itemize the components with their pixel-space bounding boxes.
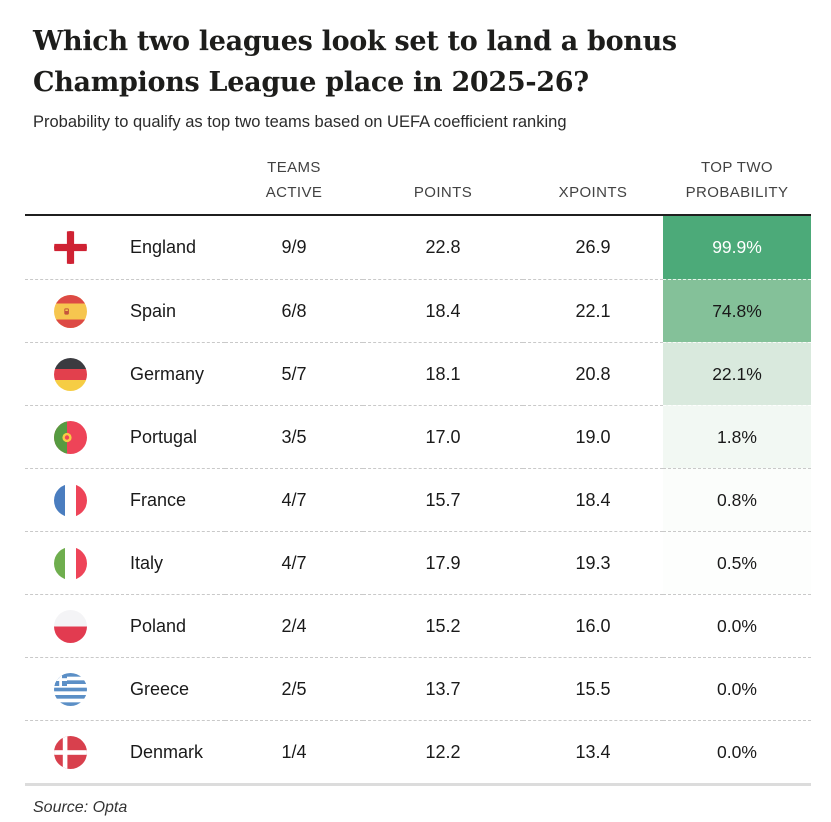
country-cell: France [25, 468, 225, 531]
table-body: England 9/9 22.8 26.9 99.9% Spain 6/8 18.4 22.1 7… [25, 216, 811, 787]
xpoints-cell: 19.3 [523, 531, 663, 594]
points-cell: 17.9 [363, 531, 523, 594]
teams-active-cell: 9/9 [281, 237, 307, 258]
points-cell: 22.8 [425, 237, 461, 258]
country-cell: Greece [25, 657, 225, 720]
column-header-teams-active: TEAMS ACTIVE [265, 159, 323, 202]
teams-active-cell: 2/5 [225, 657, 363, 720]
top-two-probability-cell: 0.8% [663, 468, 811, 532]
greece-flag-icon [54, 672, 87, 706]
points-cell: 15.2 [363, 594, 523, 657]
top-two-probability-cell: 0.0% [663, 594, 811, 658]
country-cell: Poland [25, 594, 225, 657]
top-two-probability-cell: 0.0% [663, 720, 811, 784]
points-cell: 15.7 [363, 468, 523, 531]
xpoints-cell: 18.4 [523, 468, 663, 531]
germany-flag-icon [54, 357, 87, 391]
country-cell: England [25, 216, 225, 279]
teams-active-cell: 1/4 [225, 720, 363, 783]
points-cell: 18.4 [363, 279, 523, 342]
xpoints-cell: 13.4 [523, 720, 663, 783]
points-cell: 12.2 [363, 720, 523, 783]
xpoints-cell: 20.8 [523, 342, 663, 405]
table-row: Poland 2/4 15.2 16.0 0.0% [25, 594, 811, 658]
poland-flag-icon [54, 609, 87, 643]
country-cell: Portugal [25, 405, 225, 468]
page-subtitle: Probability to qualify as top two teams … [33, 113, 567, 131]
table-row: Portugal 3/5 17.0 19.0 1.8% [25, 405, 811, 469]
table-header-row: TEAMS ACTIVE POINTS XPOINTS TOP TWO PROB… [25, 143, 811, 217]
france-flag-icon [54, 483, 87, 517]
top-two-probability-cell: 74.8% [663, 279, 811, 343]
page-title-line2: Champions League place in 2025-26? [33, 66, 589, 98]
xpoints-cell: 22.1 [523, 279, 663, 342]
league-table: TEAMS ACTIVE POINTS XPOINTS TOP TWO PROB… [25, 143, 811, 787]
country-cell: Germany [25, 342, 225, 405]
country-label: Denmark [130, 741, 204, 762]
teams-active-cell: 3/5 [225, 405, 363, 468]
country-cell: Spain [25, 279, 225, 342]
teams-active-cell: 4/7 [225, 531, 363, 594]
points-cell: 17.0 [363, 405, 523, 468]
table-row: Spain 6/8 18.4 22.1 74.8% [25, 279, 811, 343]
country-label: Germany [130, 363, 205, 384]
top-two-probability-cell: 22.1% [663, 342, 811, 406]
table-row: England 9/9 22.8 26.9 99.9% [25, 216, 811, 280]
teams-active-cell: 4/7 [225, 468, 363, 531]
column-header-points: POINTS [413, 184, 473, 202]
source-credit: Source: Opta [33, 799, 128, 817]
country-label: England [130, 237, 197, 258]
table-row: Germany 5/7 18.1 20.8 22.1% [25, 342, 811, 406]
top-two-probability-cell: 99.9% [663, 216, 811, 280]
top-two-probability-cell: 1.8% [663, 405, 811, 469]
country-cell: Italy [25, 531, 225, 594]
top-two-probability-cell: 0.5% [663, 531, 811, 595]
xpoints-cell: 19.0 [523, 405, 663, 468]
country-label: Italy [130, 552, 164, 573]
denmark-flag-icon [54, 735, 87, 769]
table-row: Denmark 1/4 12.2 13.4 0.0% [25, 720, 811, 784]
country-label: France [130, 489, 187, 510]
country-label: Spain [130, 300, 177, 321]
portugal-flag-icon [54, 420, 87, 454]
country-label: Greece [130, 678, 190, 699]
table-row: Italy 4/7 17.9 19.3 0.5% [25, 531, 811, 595]
country-label: Portugal [130, 426, 198, 447]
country-cell: Denmark [25, 720, 225, 783]
page-title-line1: Which two leagues look set to land a bon… [33, 26, 677, 57]
england-flag-icon [54, 231, 87, 265]
country-label: Poland [130, 615, 187, 636]
top-two-probability-cell: 0.0% [663, 657, 811, 721]
xpoints-cell: 26.9 [575, 237, 611, 258]
table-row: Greece 2/5 13.7 15.5 0.0% [25, 657, 811, 721]
points-cell: 18.1 [363, 342, 523, 405]
spain-flag-icon [54, 294, 87, 328]
teams-active-cell: 6/8 [225, 279, 363, 342]
teams-active-cell: 5/7 [225, 342, 363, 405]
xpoints-cell: 15.5 [523, 657, 663, 720]
points-cell: 13.7 [363, 657, 523, 720]
table-row: France 4/7 15.7 18.4 0.8% [25, 468, 811, 532]
page-title: Which two leagues look set to land a bon… [33, 22, 798, 103]
italy-flag-icon [54, 546, 87, 580]
xpoints-cell: 16.0 [523, 594, 663, 657]
column-header-top-two-probability: TOP TWO PROBABILITY [685, 159, 789, 202]
column-header-xpoints: XPOINTS [558, 184, 628, 202]
teams-active-cell: 2/4 [225, 594, 363, 657]
